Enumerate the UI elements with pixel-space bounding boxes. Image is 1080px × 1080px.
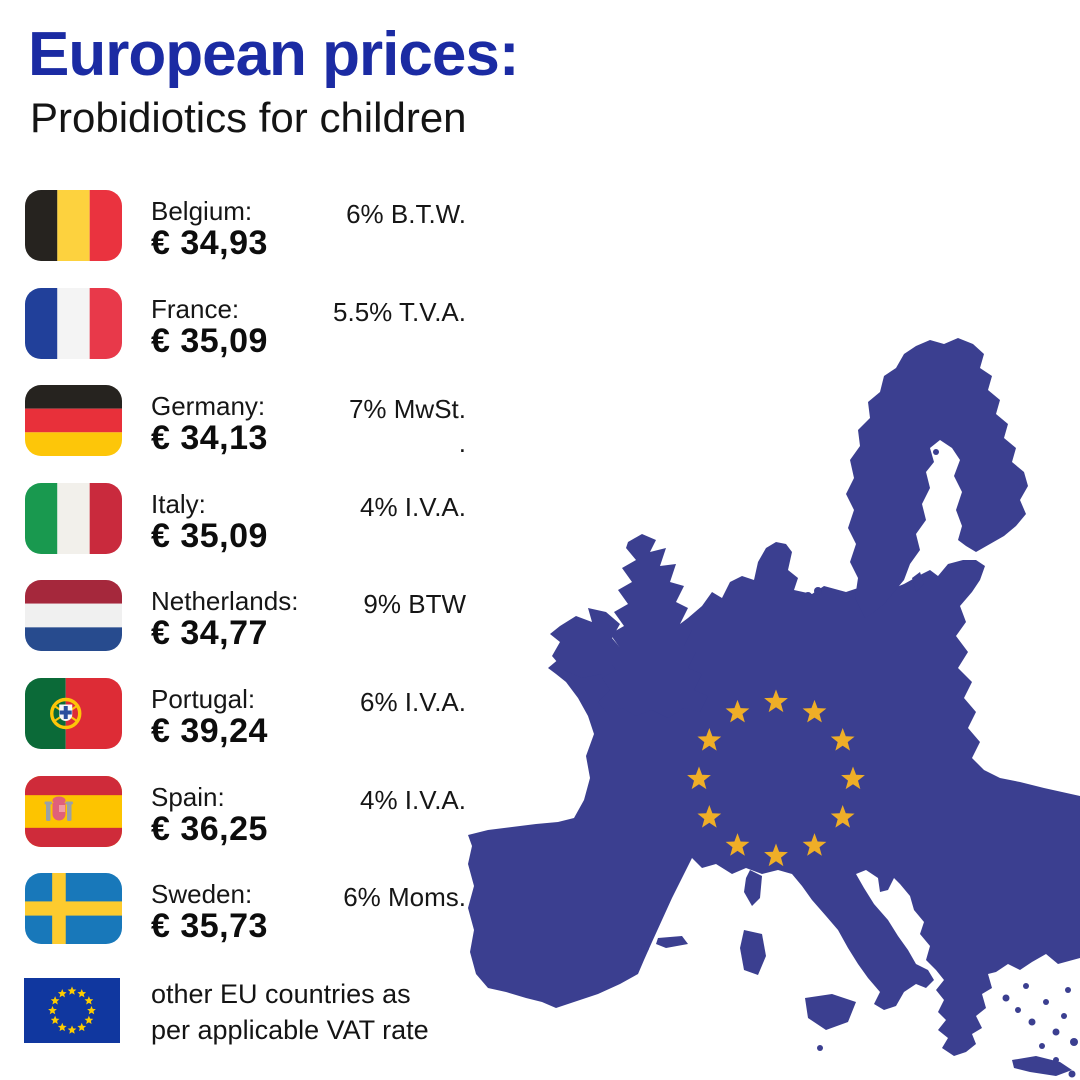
spain-flag-icon	[25, 776, 122, 847]
country-price: € 35,73	[151, 907, 268, 945]
country-vat-rate: 6% I.V.A.	[360, 687, 466, 717]
country-row-netherlands: Netherlands: € 34,77 9% BTW	[0, 580, 480, 676]
country-row-spain: Spain: € 36,25 4% I.V.A.	[0, 776, 480, 872]
footnote-text: other EU countries as per applicable VAT…	[151, 976, 429, 1048]
sweden-flag-icon	[25, 873, 122, 944]
italy-flag-icon	[25, 483, 122, 554]
portugal-flag-icon	[25, 678, 122, 749]
country-vat-rate: 7% MwSt. .	[348, 394, 466, 458]
country-vat-rate: 5.5% T.V.A.	[333, 297, 466, 327]
page-subtitle: Probidiotics for children	[30, 94, 467, 141]
country-price: € 36,25	[151, 810, 268, 848]
country-vat-rate: 4% I.V.A.	[360, 492, 466, 522]
country-price: € 34,77	[151, 614, 268, 652]
country-name: Italy:	[151, 489, 206, 519]
country-vat-rate: 4% I.V.A.	[360, 785, 466, 815]
country-row-germany: Germany: € 34,13 7% MwSt. .	[0, 385, 480, 481]
country-price: € 35,09	[151, 517, 268, 555]
eu-map	[460, 330, 1080, 1080]
france-flag-icon	[25, 288, 122, 359]
country-vat-rate: 6% Moms.	[343, 882, 466, 912]
country-price: € 34,13	[151, 419, 268, 457]
country-name: Portugal:	[151, 684, 256, 714]
country-price: € 34,93	[151, 224, 268, 262]
country-vat-rate: 9% BTW	[363, 589, 466, 619]
footnote-line1: other EU countries as	[151, 979, 411, 1009]
country-name: Netherlands:	[151, 586, 299, 616]
country-row-italy: Italy: € 35,09 4% I.V.A.	[0, 483, 480, 579]
eu-flag-icon	[24, 978, 120, 1043]
country-name: Spain:	[151, 782, 225, 812]
netherlands-flag-icon	[25, 580, 122, 651]
country-row-france: France: € 35,09 5.5% T.V.A.	[0, 288, 480, 384]
country-row-portugal: Portugal: € 39,24 6% I.V.A.	[0, 678, 480, 774]
country-name: Belgium:	[151, 196, 253, 226]
country-price: € 39,24	[151, 712, 268, 750]
country-name: Sweden:	[151, 879, 253, 909]
country-row-sweden: Sweden: € 35,73 6% Moms.	[0, 873, 480, 969]
country-vat-rate: 6% B.T.W.	[346, 199, 466, 229]
country-price: € 35,09	[151, 322, 268, 360]
map-star-circle	[687, 689, 865, 867]
country-name: Germany:	[151, 391, 266, 421]
belgium-flag-icon	[25, 190, 122, 261]
germany-flag-icon	[25, 385, 122, 456]
footnote-row: other EU countries as per applicable VAT…	[0, 976, 480, 1076]
country-row-belgium: Belgium: € 34,93 6% B.T.W.	[0, 190, 480, 286]
footnote-line2: per applicable VAT rate	[151, 1015, 429, 1045]
page-title: European prices:	[28, 20, 519, 89]
country-name: France:	[151, 294, 240, 324]
